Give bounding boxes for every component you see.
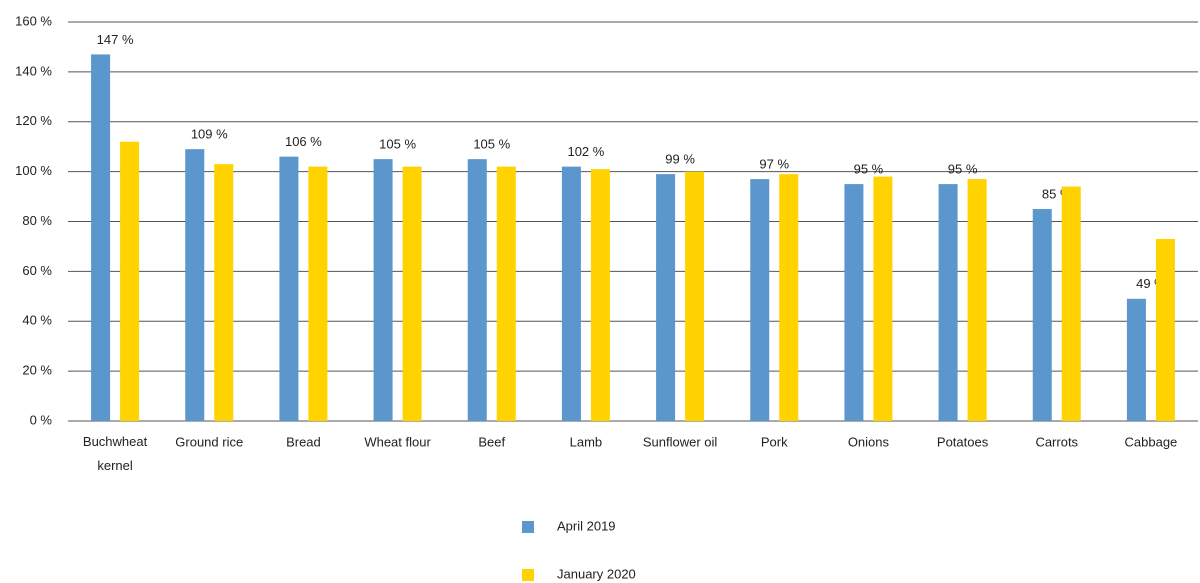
bar [1155, 238, 1175, 421]
y-tick-label: 160 % [15, 13, 52, 28]
x-tick-label: Lamb [570, 434, 603, 449]
legend-swatch [522, 521, 534, 533]
bar [561, 166, 581, 421]
y-tick-label: 140 % [15, 63, 52, 78]
y-tick-label: 40 % [22, 313, 52, 328]
bar [308, 166, 328, 421]
x-tick-label: Onions [848, 434, 890, 449]
bar [685, 171, 705, 421]
x-tick-label: Wheat flour [364, 434, 431, 449]
x-tick-label: Pork [761, 434, 788, 449]
bar [779, 174, 799, 421]
bar [590, 169, 610, 421]
legend-label: January 2020 [557, 566, 636, 581]
y-tick-label: 120 % [15, 113, 52, 128]
y-tick-label: 80 % [22, 213, 52, 228]
legend-swatch [522, 569, 534, 581]
x-tick-label: Beef [478, 434, 505, 449]
bar [185, 149, 205, 421]
x-tick-label: Ground rice [175, 434, 243, 449]
bar [967, 179, 987, 421]
data-label: 95 % [948, 162, 978, 177]
x-tick-label: Bread [286, 434, 321, 449]
x-tick-label: Sunflower oil [643, 434, 718, 449]
bar [467, 159, 487, 421]
bar [938, 184, 958, 421]
y-tick-label: 0 % [30, 412, 53, 427]
x-tick-label: Cabbage [1125, 434, 1178, 449]
x-tick-label: Potatoes [937, 434, 989, 449]
data-label: 97 % [759, 157, 789, 172]
data-label: 147 % [97, 32, 134, 47]
bar [750, 179, 770, 421]
bar [873, 176, 893, 421]
data-label: 99 % [665, 152, 695, 167]
y-tick-label: 20 % [22, 363, 52, 378]
bar [844, 184, 864, 421]
bar [1126, 298, 1146, 421]
data-label: 95 % [854, 162, 884, 177]
y-tick-label: 60 % [22, 263, 52, 278]
bar [214, 164, 234, 422]
data-label: 109 % [191, 127, 228, 142]
bar [402, 166, 422, 421]
bar [656, 174, 676, 421]
bar [1032, 209, 1052, 421]
data-label: 105 % [379, 137, 416, 152]
y-tick-label: 100 % [15, 163, 52, 178]
legend-label: April 2019 [557, 518, 616, 533]
x-tick-label: Carrots [1035, 434, 1078, 449]
data-label: 105 % [473, 137, 510, 152]
data-label: 106 % [285, 134, 322, 149]
bar [496, 166, 516, 421]
x-tick-label: Buchwheat kernel [83, 434, 148, 473]
data-label: 102 % [567, 144, 604, 159]
bar [1061, 186, 1081, 421]
bar [91, 54, 111, 421]
bar [373, 159, 393, 421]
bar [120, 141, 140, 421]
bar [279, 156, 299, 421]
